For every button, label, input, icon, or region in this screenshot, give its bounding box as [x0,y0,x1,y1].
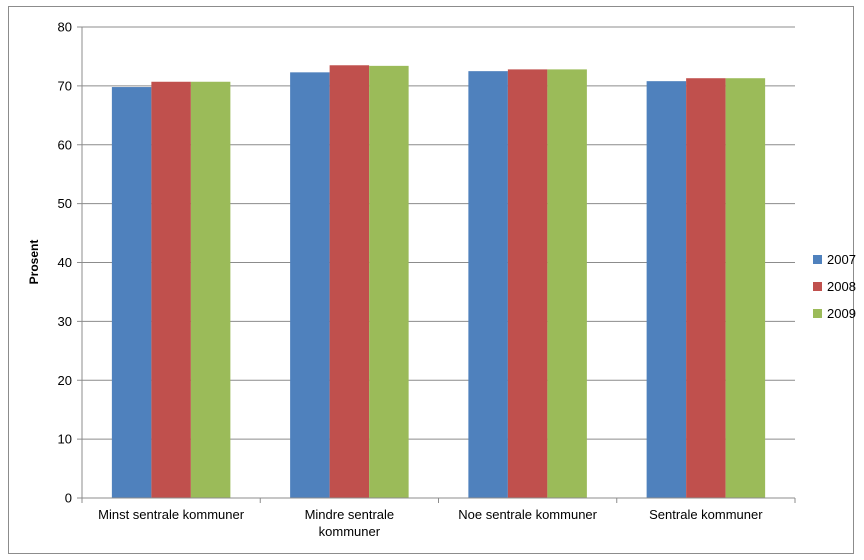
bar-2009-3 [725,78,766,498]
bars [111,65,766,499]
legend-swatch-2008 [813,282,822,291]
bar-2009-0 [190,81,231,498]
x-tick-label: Noe sentrale kommuner [458,507,597,522]
bar-2008-1 [329,65,370,499]
x-tick-label: Minst sentrale kommuner [98,507,245,522]
x-axis-ticks: Minst sentrale kommuner Mindre sentrale ko… [98,507,763,539]
bar-2007-3 [646,81,687,498]
y-tick-label: 20 [58,373,72,388]
bar-2009-2 [547,69,587,498]
legend-swatch-2007 [813,255,822,264]
y-tick-label: 50 [58,196,72,211]
x-tick-label: kommuner [319,524,381,539]
legend-label-2008: 2008 [827,279,856,294]
bar-2008-3 [686,78,726,498]
legend-label-2009: 2009 [827,306,856,321]
legend-swatch-2009 [813,309,822,318]
y-tick-label: 80 [58,20,72,35]
y-tick-label: 30 [58,314,72,329]
y-tick-label: 0 [65,491,72,506]
bar-2008-0 [151,81,191,498]
x-tick-label: Sentrale kommuner [649,507,763,522]
y-tick-label: 40 [58,255,72,270]
legend: 2007 2008 2009 [813,252,856,321]
x-axis [81,27,796,503]
bar-2007-2 [468,71,508,498]
y-tick-label: 10 [58,432,72,447]
bar-2007-0 [111,87,152,499]
y-axis-title: Prosent [27,240,41,285]
y-tick-label: 70 [58,78,72,93]
y-axis-ticks: 0 10 20 30 40 50 60 70 80 [58,20,82,506]
x-tick-label: Mindre sentrale [305,507,395,522]
bar-2008-2 [507,69,548,498]
legend-label-2007: 2007 [827,252,856,267]
bar-2007-1 [290,72,330,499]
y-tick-label: 60 [58,137,72,152]
bar-2009-1 [369,65,409,499]
